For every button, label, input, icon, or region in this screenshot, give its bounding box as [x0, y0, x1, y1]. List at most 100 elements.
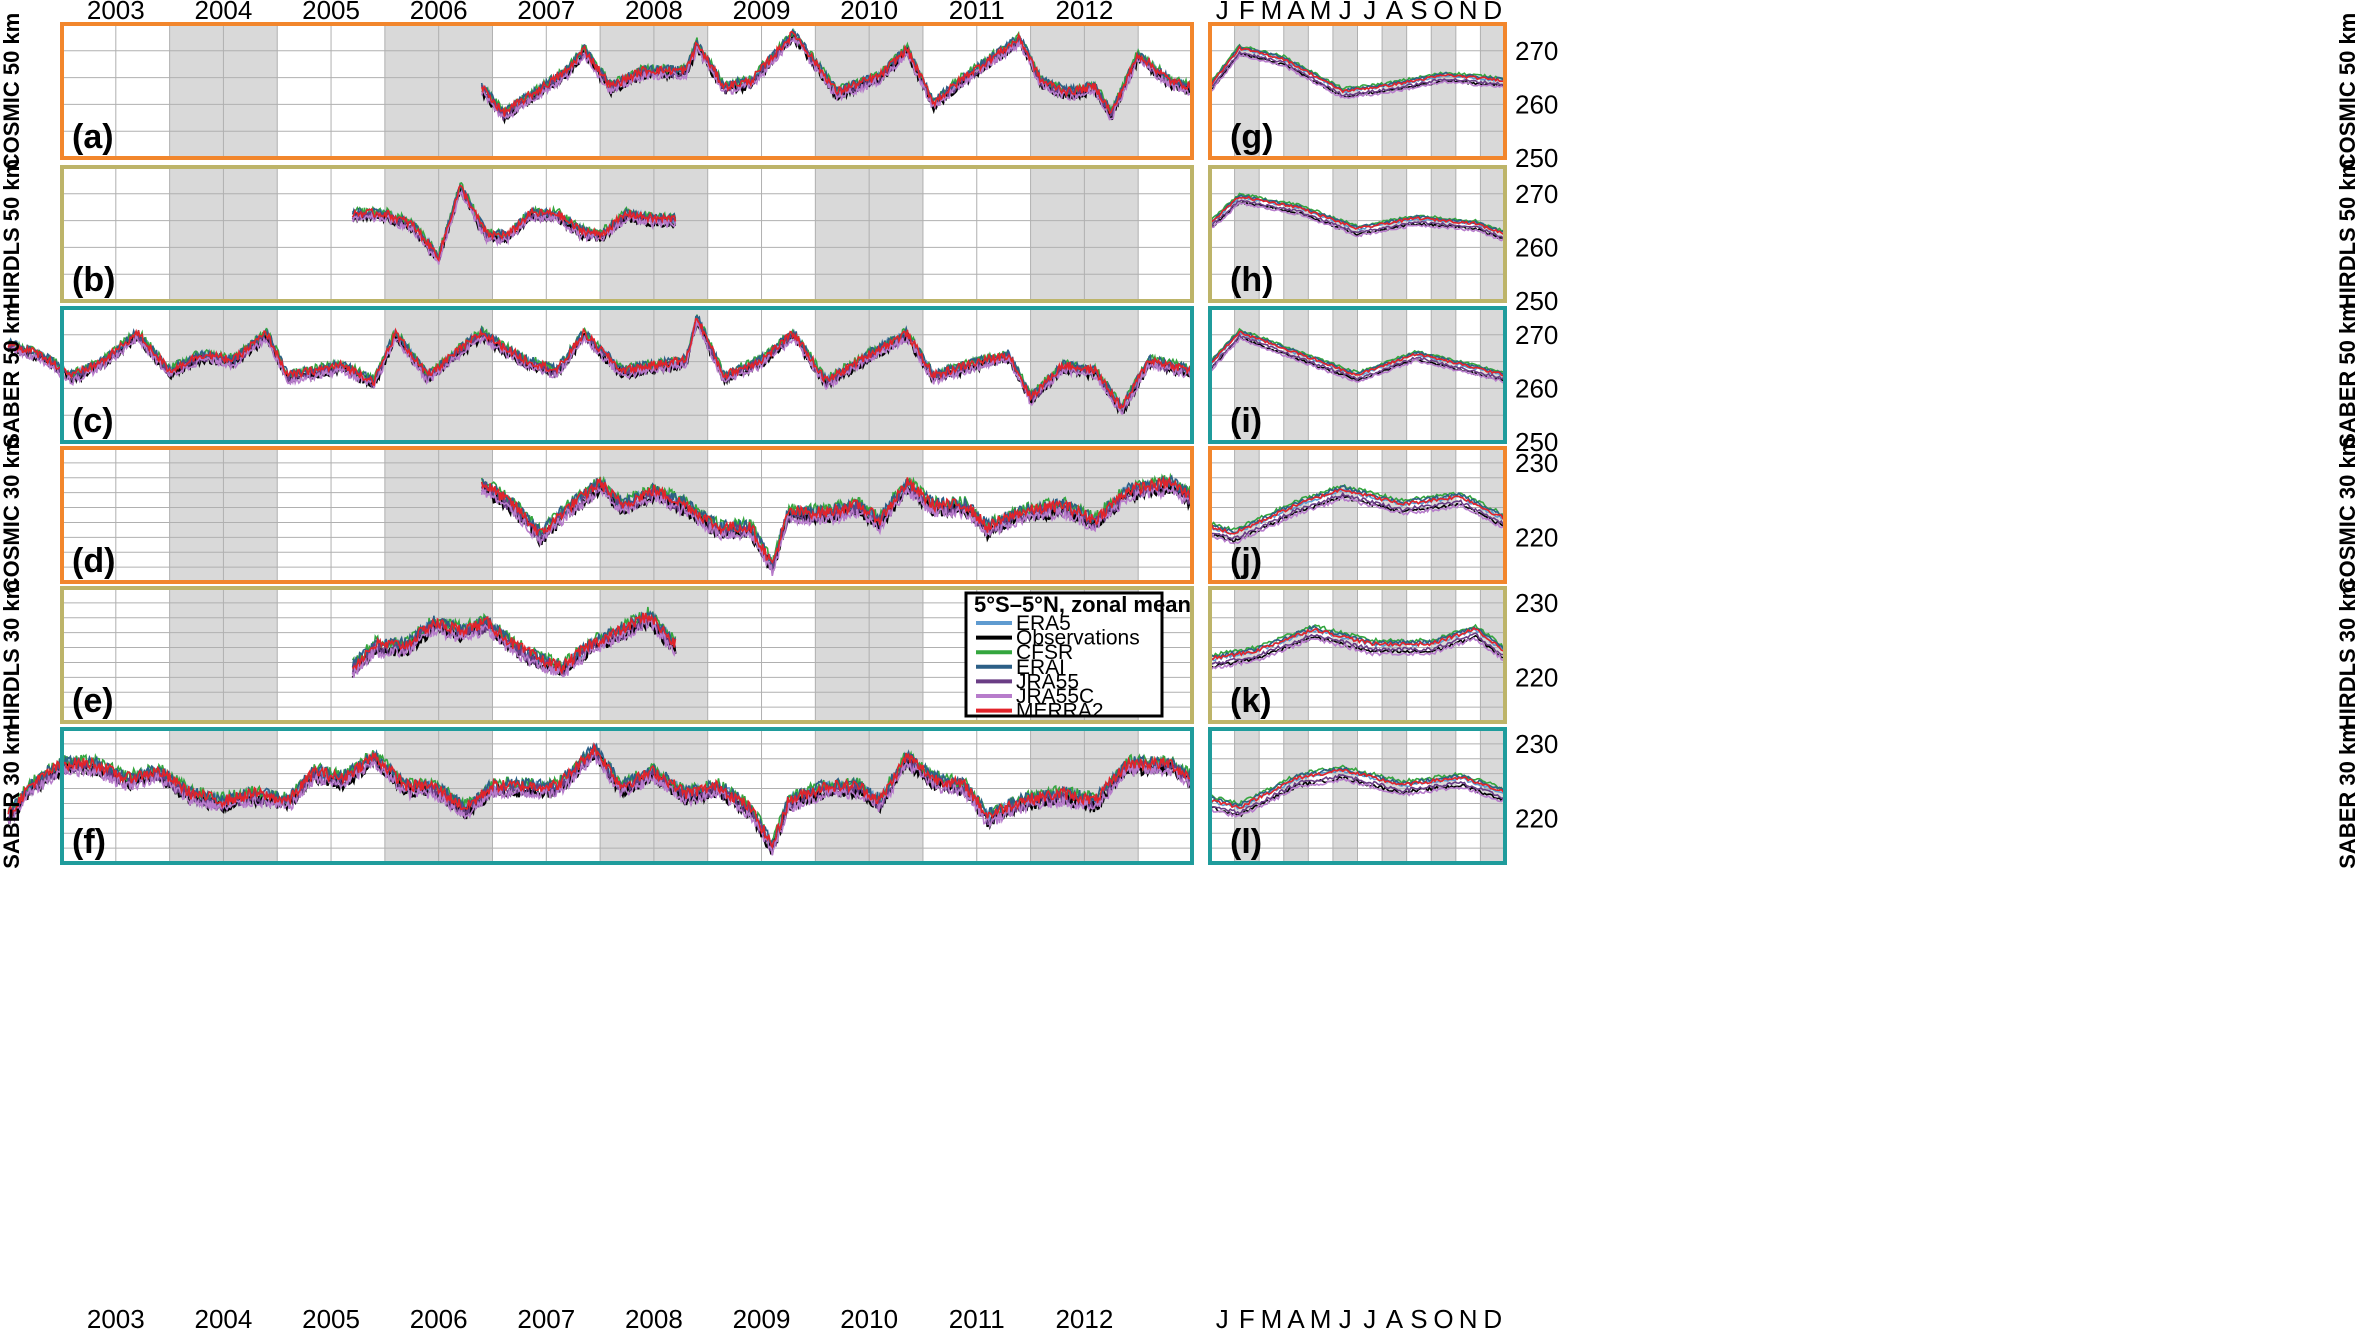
- legend-entry: ERA5: [1016, 612, 1071, 635]
- y-axis-label: COSMIC 50 km: [2335, 13, 2360, 170]
- y-tick-label: 270: [1515, 179, 1558, 209]
- month-label-top: J: [1216, 0, 1229, 25]
- clim-line-jra55c: [1209, 636, 1506, 670]
- clim-line-observations: [1209, 200, 1506, 240]
- series-layer: [7, 27, 1506, 856]
- clim-line-jra55: [1209, 491, 1506, 541]
- clim-line-merra2: [1209, 768, 1506, 810]
- month-shade-band: [1382, 729, 1407, 863]
- year-label-top: 2012: [1055, 0, 1113, 25]
- y-tick-label: 220: [1515, 803, 1558, 833]
- month-label-bottom: N: [1459, 1304, 1478, 1334]
- month-label-top: A: [1287, 0, 1305, 25]
- clim-line-jra55: [1209, 50, 1506, 97]
- month-shade-band: [1283, 24, 1309, 158]
- series-line-merra2: [7, 741, 1193, 849]
- year-label-top: 2010: [840, 0, 898, 25]
- clim-line-jra55: [1209, 333, 1506, 382]
- panel-frame: [1208, 165, 1507, 303]
- panel-frame: [60, 22, 1194, 160]
- year-label-bottom: 2009: [733, 1304, 791, 1334]
- series-line-cfsr: [351, 606, 677, 670]
- y-axis-label: HIRDLS 30 km: [0, 580, 24, 730]
- year-label-top: 2008: [625, 0, 683, 25]
- month-label-top: J: [1363, 0, 1376, 25]
- year-label-bottom: 2008: [625, 1304, 683, 1334]
- panel-frame: [60, 306, 1194, 444]
- clim-line-jra55c: [1209, 777, 1506, 818]
- year-label-bottom: 2006: [410, 1304, 468, 1334]
- y-axis-label: SABER 30 km: [0, 723, 24, 869]
- y-tick-label: 220: [1515, 522, 1558, 552]
- month-shade-band: [1431, 308, 1456, 442]
- clim-line-jra55c: [1209, 495, 1506, 545]
- y-axis-label: SABER 50 km: [2335, 302, 2360, 448]
- y-tick-label: 260: [1515, 232, 1558, 262]
- month-label-bottom: O: [1433, 1304, 1453, 1334]
- panel-label: (a): [72, 118, 114, 156]
- series-line-jra55c: [480, 483, 1193, 577]
- year-label-bottom: 2010: [840, 1304, 898, 1334]
- month-label-top: N: [1459, 0, 1478, 25]
- panel-label: (i): [1230, 402, 1262, 440]
- legend-entry: JRA55: [1016, 670, 1079, 693]
- panel-label: (l): [1230, 823, 1262, 861]
- month-label-top: J: [1339, 0, 1352, 25]
- panel-label: (d): [72, 542, 115, 580]
- y-axis-label: SABER 30 km: [2335, 723, 2360, 869]
- year-label-top: 2005: [302, 0, 360, 25]
- month-shade-band: [1234, 448, 1260, 582]
- year-label-bottom: 2012: [1055, 1304, 1113, 1334]
- y-axis-label: COSMIC 30 km: [0, 437, 24, 594]
- clim-line-jra55: [1209, 199, 1506, 240]
- clim-line-jra55c: [1209, 337, 1506, 384]
- month-label-bottom: A: [1287, 1304, 1305, 1334]
- month-shade-band: [1332, 448, 1358, 582]
- month-shade-band: [1431, 588, 1456, 722]
- y-axis-label: HIRDLS 50 km: [2335, 159, 2360, 309]
- y-tick-label: 230: [1515, 588, 1558, 618]
- clim-line-merra2: [1209, 195, 1506, 237]
- month-label-bottom: M: [1261, 1304, 1283, 1334]
- year-label-top: 2009: [733, 0, 791, 25]
- year-label-top: 2006: [410, 0, 468, 25]
- month-label-bottom: M: [1310, 1304, 1332, 1334]
- panel-frame: [1208, 306, 1507, 444]
- y-tick-label: 260: [1515, 373, 1558, 403]
- y-tick-label: 220: [1515, 662, 1558, 692]
- series-line-jra55c: [351, 618, 677, 679]
- panel-label: (j): [1230, 542, 1262, 580]
- month-shade-band: [1431, 24, 1456, 158]
- year-label-top: 2007: [517, 0, 575, 25]
- clim-line-merra2: [1209, 330, 1506, 377]
- panel-frame: [1208, 727, 1507, 865]
- month-label-top: M: [1261, 0, 1283, 25]
- panel-label: (b): [72, 261, 115, 299]
- panel-label: (h): [1230, 261, 1273, 299]
- month-label-top: F: [1239, 0, 1255, 25]
- series-line-merra2: [7, 317, 1193, 410]
- y-tick-label: 260: [1515, 89, 1558, 119]
- panel-frame: [60, 586, 1194, 724]
- clim-line-observations: [1209, 53, 1506, 99]
- series-line-merra2: [351, 612, 677, 676]
- month-shade-band: [1382, 308, 1407, 442]
- month-label-bottom: J: [1363, 1304, 1376, 1334]
- clim-line-merra2: [1209, 627, 1506, 661]
- month-label-bottom: J: [1216, 1304, 1229, 1334]
- y-tick-label: 250: [1515, 143, 1558, 173]
- y-tick-label: 270: [1515, 320, 1558, 350]
- month-shade-band: [1283, 308, 1309, 442]
- clim-line-jra55: [1209, 773, 1506, 815]
- legend-entry: Observations: [1016, 627, 1140, 650]
- month-label-top: S: [1410, 0, 1427, 25]
- y-axis-label: COSMIC 50 km: [0, 13, 24, 170]
- y-axis-label: HIRDLS 50 km: [0, 159, 24, 309]
- clim-line-jra55c: [1209, 53, 1506, 100]
- clim-line-merra2: [1209, 488, 1506, 535]
- month-shade-band: [1234, 167, 1260, 301]
- legend-entry: CFSR: [1016, 641, 1073, 664]
- panel-frame: [60, 446, 1194, 584]
- month-shade-band: [1283, 167, 1309, 301]
